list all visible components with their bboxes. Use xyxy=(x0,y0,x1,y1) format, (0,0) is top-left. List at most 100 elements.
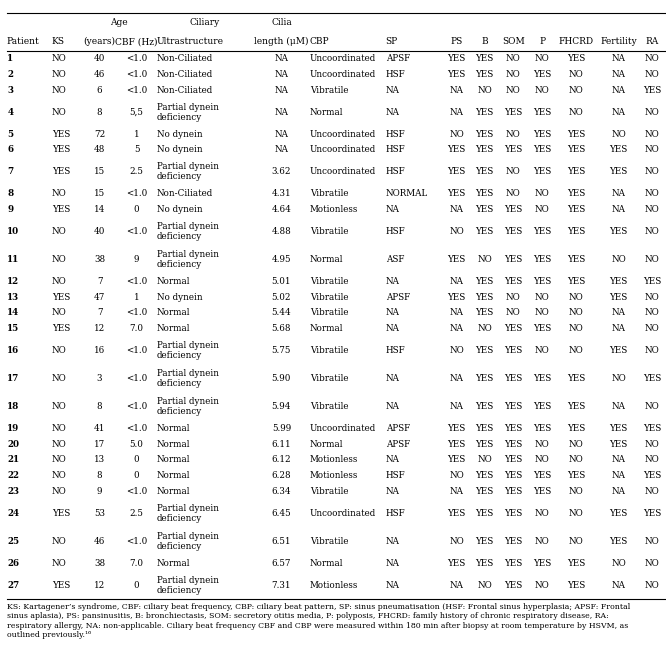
Text: NA: NA xyxy=(386,374,400,383)
Text: YES: YES xyxy=(504,424,522,433)
Text: YES: YES xyxy=(533,471,551,480)
Text: YES: YES xyxy=(476,70,494,79)
Text: YES: YES xyxy=(52,130,70,139)
Text: YES: YES xyxy=(567,190,585,198)
Text: 3.62: 3.62 xyxy=(272,167,291,177)
Text: Vibratile: Vibratile xyxy=(310,276,348,286)
Text: NA: NA xyxy=(450,402,464,411)
Text: YES: YES xyxy=(448,167,466,177)
Text: NO: NO xyxy=(569,324,583,334)
Text: YES: YES xyxy=(504,108,522,117)
Text: 0: 0 xyxy=(134,205,139,214)
Text: YES: YES xyxy=(533,108,551,117)
Text: 13: 13 xyxy=(94,456,105,465)
Text: RA: RA xyxy=(646,37,659,46)
Text: 12: 12 xyxy=(94,324,105,334)
Text: 8: 8 xyxy=(97,471,103,480)
Text: YES: YES xyxy=(567,54,585,63)
Text: NA: NA xyxy=(386,456,400,465)
Text: YES: YES xyxy=(448,145,466,154)
Text: Uncoordinated: Uncoordinated xyxy=(310,167,376,177)
Text: Non-Ciliated: Non-Ciliated xyxy=(157,190,213,198)
Text: 6.34: 6.34 xyxy=(272,487,291,496)
Text: 46: 46 xyxy=(94,70,105,79)
Text: NO: NO xyxy=(506,167,521,177)
Text: YES: YES xyxy=(448,293,466,302)
Text: 27: 27 xyxy=(7,581,19,590)
Text: KS: KS xyxy=(51,37,64,46)
Text: NA: NA xyxy=(386,86,400,95)
Text: YES: YES xyxy=(567,276,585,286)
Text: 12: 12 xyxy=(7,276,19,286)
Text: NA: NA xyxy=(386,402,400,411)
Text: NO: NO xyxy=(645,293,660,302)
Text: YES: YES xyxy=(609,424,628,433)
Text: YES: YES xyxy=(609,227,628,236)
Text: NA: NA xyxy=(611,456,625,465)
Text: NA: NA xyxy=(450,374,464,383)
Text: 5.0: 5.0 xyxy=(130,439,144,448)
Text: 17: 17 xyxy=(7,374,19,383)
Text: YES: YES xyxy=(476,424,494,433)
Text: Normal: Normal xyxy=(310,559,344,568)
Text: YES: YES xyxy=(609,167,628,177)
Text: NA: NA xyxy=(611,86,625,95)
Text: NO: NO xyxy=(449,346,464,355)
Text: NO: NO xyxy=(52,255,67,263)
Text: NO: NO xyxy=(52,374,67,383)
Text: 26: 26 xyxy=(7,559,19,568)
Text: <1.0: <1.0 xyxy=(126,402,147,411)
Text: 4.64: 4.64 xyxy=(272,205,291,214)
Text: YES: YES xyxy=(476,559,494,568)
Text: SOM: SOM xyxy=(502,37,525,46)
Text: NA: NA xyxy=(386,537,400,546)
Text: NO: NO xyxy=(52,456,67,465)
Text: NA: NA xyxy=(386,276,400,286)
Text: 2.5: 2.5 xyxy=(130,509,144,518)
Text: No dynein: No dynein xyxy=(157,205,202,214)
Text: YES: YES xyxy=(533,402,551,411)
Text: 6.57: 6.57 xyxy=(272,559,291,568)
Text: NA: NA xyxy=(274,86,288,95)
Text: NA: NA xyxy=(611,402,625,411)
Text: YES: YES xyxy=(533,70,551,79)
Text: <1.0: <1.0 xyxy=(126,70,147,79)
Text: HSF: HSF xyxy=(386,167,406,177)
Text: YES: YES xyxy=(643,424,661,433)
Text: NA: NA xyxy=(386,487,400,496)
Text: YES: YES xyxy=(448,456,466,465)
Text: Partial dynein
deficiency: Partial dynein deficiency xyxy=(157,103,219,122)
Text: Partial dynein
deficiency: Partial dynein deficiency xyxy=(157,341,219,360)
Text: YES: YES xyxy=(52,293,70,302)
Text: NO: NO xyxy=(52,471,67,480)
Text: APSF: APSF xyxy=(386,439,410,448)
Text: NO: NO xyxy=(535,439,549,448)
Text: 4.31: 4.31 xyxy=(272,190,291,198)
Text: NO: NO xyxy=(645,308,660,317)
Text: NO: NO xyxy=(645,324,660,334)
Text: 38: 38 xyxy=(94,255,105,263)
Text: YES: YES xyxy=(476,167,494,177)
Text: NA: NA xyxy=(386,559,400,568)
Text: NA: NA xyxy=(274,145,288,154)
Text: HSF: HSF xyxy=(386,145,406,154)
Text: 7: 7 xyxy=(7,167,13,177)
Text: NA: NA xyxy=(450,308,464,317)
Text: 11: 11 xyxy=(7,255,19,263)
Text: 2.5: 2.5 xyxy=(130,167,144,177)
Text: No dynein: No dynein xyxy=(157,293,202,302)
Text: YES: YES xyxy=(52,324,70,334)
Text: NO: NO xyxy=(645,145,660,154)
Text: NA: NA xyxy=(450,108,464,117)
Text: NO: NO xyxy=(52,559,67,568)
Text: 6.11: 6.11 xyxy=(272,439,291,448)
Text: <1.0: <1.0 xyxy=(126,86,147,95)
Text: Uncoordinated: Uncoordinated xyxy=(310,424,376,433)
Text: YES: YES xyxy=(448,424,466,433)
Text: HSF: HSF xyxy=(386,471,406,480)
Text: YES: YES xyxy=(643,86,661,95)
Text: NO: NO xyxy=(449,130,464,139)
Text: 38: 38 xyxy=(94,559,105,568)
Text: YES: YES xyxy=(504,559,522,568)
Text: Uncoordinated: Uncoordinated xyxy=(310,509,376,518)
